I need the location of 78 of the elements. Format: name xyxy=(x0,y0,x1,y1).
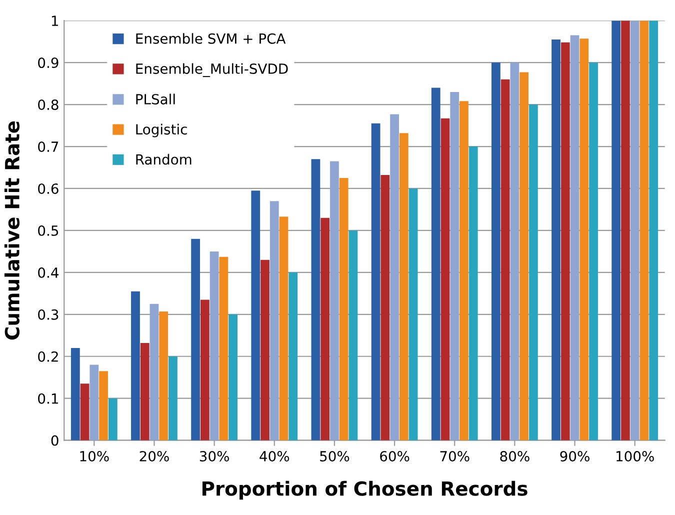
bar xyxy=(108,398,118,440)
bar xyxy=(150,304,159,440)
bar xyxy=(390,114,399,440)
bar xyxy=(528,104,538,440)
bar xyxy=(380,175,390,440)
bar xyxy=(450,92,460,440)
bar xyxy=(348,230,358,440)
legend-label: PLSall xyxy=(136,94,175,104)
bar xyxy=(140,342,150,440)
bar xyxy=(612,20,621,440)
bar xyxy=(90,364,99,440)
bar xyxy=(640,20,649,440)
y-axis-title: Cumulative Hit Rate xyxy=(4,121,20,340)
x-tick-label: 90% xyxy=(560,450,590,462)
bar xyxy=(510,62,520,440)
bar xyxy=(589,62,598,440)
bar xyxy=(649,20,658,440)
bar xyxy=(288,272,298,440)
bar xyxy=(168,356,178,440)
y-tick-label: 0.8 xyxy=(38,100,58,110)
legend-label: Ensemble SVM + PCA xyxy=(136,33,286,44)
x-tick-label: 10% xyxy=(80,450,109,462)
bar xyxy=(560,42,570,440)
bar xyxy=(191,238,200,440)
y-tick-label: 0.7 xyxy=(38,141,58,152)
x-tick-label: 70% xyxy=(440,450,470,462)
legend-label: Random xyxy=(136,154,192,165)
bar xyxy=(270,201,279,440)
bar xyxy=(80,384,90,440)
x-tick-label: 80% xyxy=(500,450,530,462)
bar xyxy=(468,146,478,440)
y-tick-label: 0 xyxy=(51,435,58,446)
x-tick-label: 60% xyxy=(380,450,410,462)
bar xyxy=(320,218,330,440)
bar xyxy=(251,190,260,440)
y-tick-label: 1 xyxy=(52,16,58,26)
bar xyxy=(131,291,140,440)
bar xyxy=(431,88,440,440)
bar xyxy=(311,159,320,440)
y-tick-label: 0.5 xyxy=(38,225,58,236)
legend-label: Ensemble_Multi-SVDD xyxy=(136,63,288,78)
y-tick-label: 0.9 xyxy=(38,58,58,68)
bar xyxy=(491,62,500,440)
bar xyxy=(219,256,228,440)
x-tick-label: 20% xyxy=(140,450,169,462)
bar xyxy=(570,35,580,440)
bar xyxy=(228,314,238,440)
x-axis-title: Proportion of Chosen Records xyxy=(202,480,528,500)
y-tick-label: 0.2 xyxy=(38,351,58,362)
bar xyxy=(500,79,510,440)
x-tick-label: 50% xyxy=(320,450,350,462)
legend-label: Logistic xyxy=(136,124,187,138)
bar xyxy=(630,20,640,440)
bar xyxy=(159,311,168,440)
bar xyxy=(339,178,348,440)
bar xyxy=(210,251,219,440)
y-tick-label: 0.4 xyxy=(38,267,58,278)
bar xyxy=(460,101,468,440)
bar xyxy=(200,300,210,440)
y-tick-label: 0.1 xyxy=(38,393,58,404)
bar xyxy=(552,39,560,440)
bar xyxy=(279,216,288,440)
x-tick-label: 100% xyxy=(616,450,654,462)
bar xyxy=(580,38,589,440)
bar xyxy=(70,348,80,440)
bar xyxy=(520,72,529,440)
bar xyxy=(371,123,380,440)
x-tick-label: 40% xyxy=(260,450,290,462)
bar xyxy=(621,20,630,440)
bar xyxy=(260,260,270,440)
x-tick-label: 30% xyxy=(200,450,229,462)
y-tick-label: 0.6 xyxy=(38,183,58,194)
y-tick-label: 0.3 xyxy=(38,309,58,320)
bar xyxy=(99,371,108,440)
bar xyxy=(440,118,450,440)
bar xyxy=(330,161,339,440)
bar xyxy=(408,188,418,440)
bar xyxy=(399,133,408,440)
